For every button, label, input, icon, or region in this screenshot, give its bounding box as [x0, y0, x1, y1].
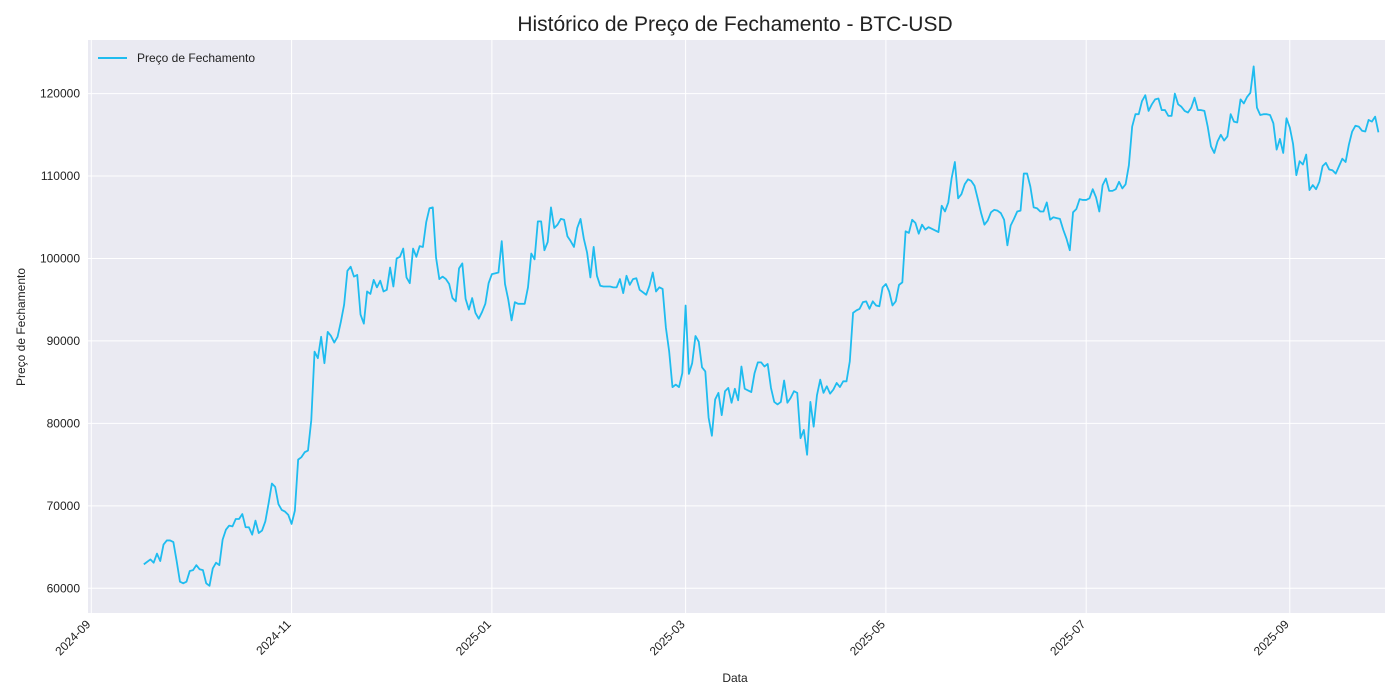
chart-title: Histórico de Preço de Fechamento - BTC-U…: [517, 13, 952, 36]
legend: Preço de Fechamento: [98, 51, 255, 65]
y-tick-label: 120000: [40, 87, 80, 101]
y-tick-label: 100000: [40, 251, 80, 265]
plot-area: [88, 40, 1385, 613]
y-tick-label: 70000: [47, 499, 81, 513]
series-layer: [143, 65, 1380, 587]
y-tick-label: 110000: [41, 169, 80, 183]
x-axis-label: Data: [722, 671, 748, 685]
grid-lines: [88, 40, 1385, 613]
y-tick-label: 90000: [47, 334, 81, 348]
y-tick-label: 60000: [47, 581, 81, 595]
y-axis-label: Preço de Fechamento: [14, 268, 28, 386]
y-tick-label: 80000: [47, 416, 81, 430]
legend-entry-label: Preço de Fechamento: [137, 51, 255, 65]
series-line-preco-fechamento: [143, 65, 1380, 587]
